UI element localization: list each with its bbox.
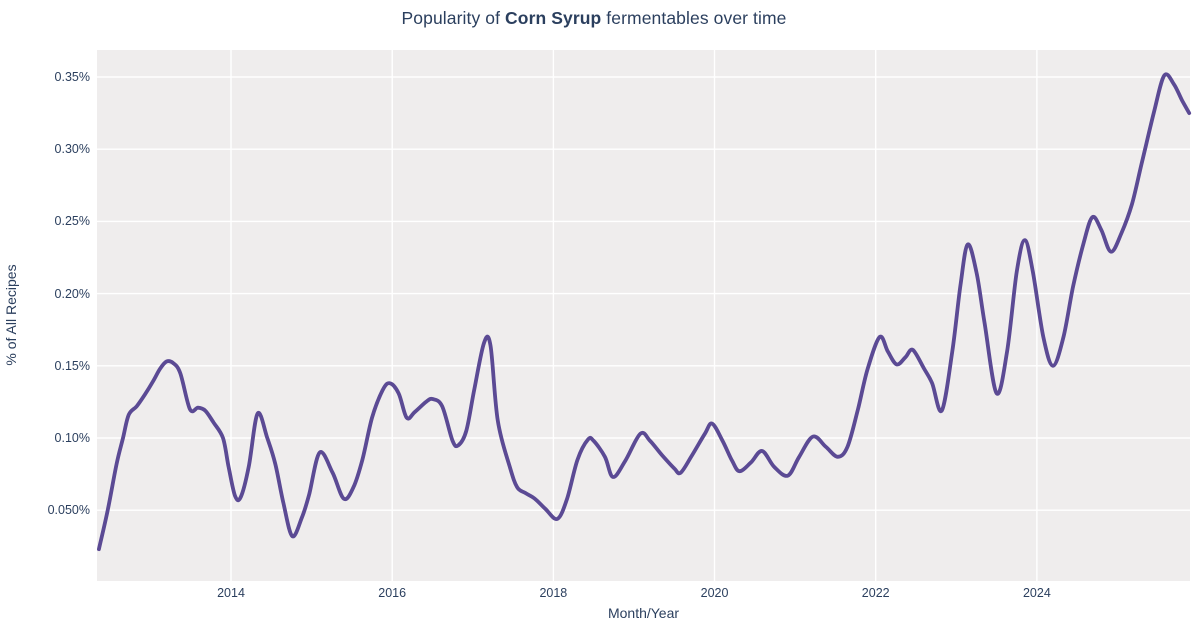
gridlines <box>97 50 1190 581</box>
chart-title-suffix: fermentables over time <box>601 8 787 28</box>
series-line-corn-syrup <box>97 72 1192 552</box>
plot-area[interactable] <box>97 50 1190 581</box>
x-tick-label: 2018 <box>539 586 568 600</box>
y-axis-title: % of All Recipes <box>3 264 19 366</box>
x-tick-label: 2014 <box>217 586 245 600</box>
y-tick-label: 0.15% <box>54 358 90 373</box>
y-tick-label: 0.30% <box>54 142 90 157</box>
y-tick-label: 0.20% <box>54 286 90 301</box>
x-tick-label: 2024 <box>1022 586 1051 600</box>
y-tick-label: 0.35% <box>54 70 90 84</box>
y-tick-label: 0.10% <box>54 431 90 446</box>
x-tick-label: 2020 <box>700 586 729 600</box>
y-tick-label: 0.050% <box>47 503 90 518</box>
x-tick-label: 2016 <box>378 586 407 600</box>
chart-title: Popularity of Corn Syrup fermentables ov… <box>0 8 1188 29</box>
chart-title-prefix: Popularity of <box>401 8 506 28</box>
chart-title-ingredient: Corn Syrup <box>505 8 602 28</box>
x-tick-label: 2022 <box>861 586 890 600</box>
y-tick-label: 0.25% <box>54 214 90 229</box>
x-axis-title: Month/Year <box>607 605 680 621</box>
